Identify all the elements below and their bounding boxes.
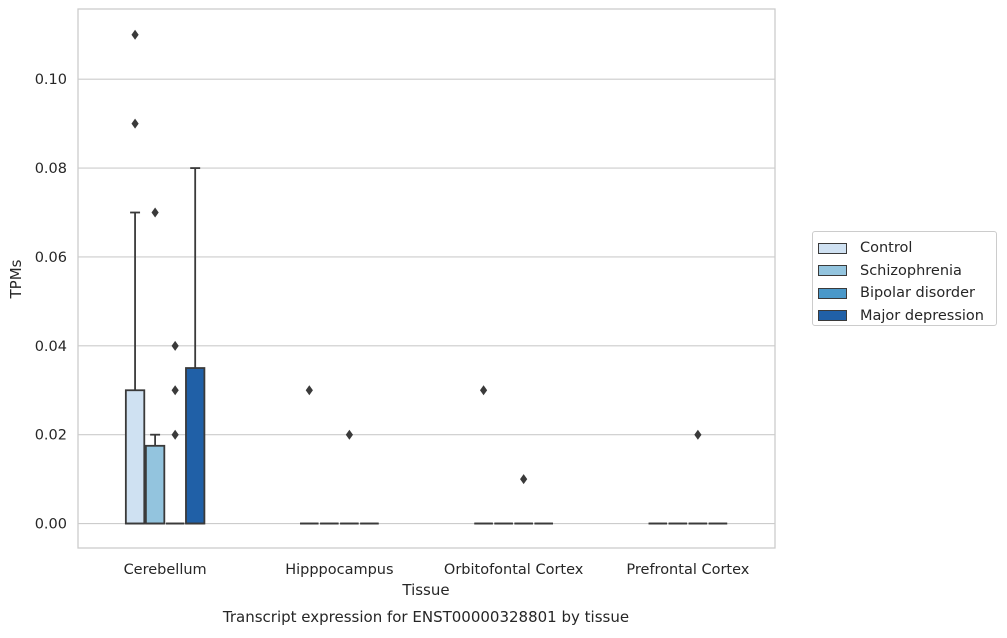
legend-swatch	[818, 287, 847, 299]
box-group	[144, 207, 166, 525]
outlier-point	[171, 429, 179, 440]
legend: Control Schizophrenia Bipolar disorder Majo…	[812, 231, 997, 326]
y-tick-label: 0.10	[35, 72, 67, 88]
grid-lines	[78, 78, 775, 525]
legend-label: Bipolar disorder	[860, 285, 975, 302]
y-tick-label: 0.00	[35, 517, 67, 533]
box-group	[514, 474, 533, 525]
legend-item: Schizophrenia	[818, 260, 996, 283]
legend-label: Major depression	[860, 307, 984, 324]
box	[124, 389, 146, 525]
outlier-point	[694, 429, 702, 440]
outlier-point	[151, 207, 159, 218]
plot-frame	[77, 8, 776, 549]
x-tick-label: Hipppocampus	[285, 562, 393, 578]
outlier-point	[131, 118, 139, 129]
chart-title: Transcript expression for ENST0000032880…	[222, 608, 629, 626]
outlier-point	[131, 29, 139, 40]
outlier-point	[479, 385, 488, 396]
y-tick-label: 0.06	[35, 250, 67, 266]
x-tick-labels: Cerebellum Hipppocampus Orbitofontal Corte…	[124, 562, 750, 578]
outlier-point	[345, 429, 353, 440]
legend-swatch	[818, 265, 847, 277]
outlier-point	[171, 340, 179, 351]
y-tick-label: 0.08	[35, 161, 67, 177]
x-tick-label: Prefrontal Cortex	[626, 562, 749, 578]
box-group	[340, 429, 359, 525]
box-plots	[124, 29, 728, 525]
outlier-point	[171, 385, 179, 396]
box-group	[185, 167, 206, 525]
legend-label: Schizophrenia	[860, 262, 962, 279]
legend-label: Control	[860, 240, 913, 257]
outlier-point	[520, 474, 528, 485]
x-tick-label: Orbitofontal Cortex	[444, 562, 584, 578]
y-tick-label: 0.02	[35, 428, 67, 444]
box	[185, 367, 206, 525]
box-group	[300, 385, 319, 525]
x-tick-label: Cerebellum	[124, 562, 207, 578]
legend-item: Major depression	[818, 305, 996, 328]
box-group	[165, 340, 185, 525]
box-group	[124, 29, 146, 525]
x-axis-label: Tissue	[401, 581, 449, 599]
legend-swatch	[818, 242, 847, 254]
y-tick-labels: 0.00 0.02 0.04 0.06 0.08 0.10	[35, 72, 67, 532]
legend-item: Bipolar disorder	[818, 282, 996, 305]
box-group	[474, 385, 493, 525]
box	[144, 444, 166, 525]
y-axis-label: TPMs	[7, 259, 25, 299]
box-group	[688, 429, 708, 525]
y-tick-label: 0.04	[35, 339, 67, 355]
outlier-point	[305, 385, 313, 396]
legend-swatch	[818, 310, 847, 322]
legend-item: Control	[818, 237, 996, 260]
